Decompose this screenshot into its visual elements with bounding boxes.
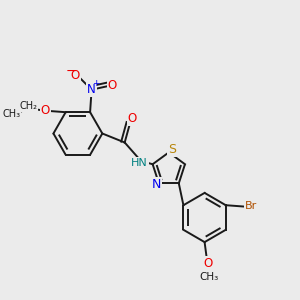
Text: Br: Br [245,201,257,211]
Text: O: O [41,104,50,117]
Text: N: N [87,83,96,96]
Text: HN: HN [131,158,148,168]
Text: CH₂: CH₂ [19,101,37,111]
Text: CH₃: CH₃ [2,109,20,119]
Text: O: O [203,257,213,270]
Text: O: O [128,112,137,125]
Text: O: O [107,79,117,92]
Text: −: − [65,65,76,78]
Text: S: S [168,143,176,156]
Text: N: N [152,178,161,191]
Text: CH₃: CH₃ [199,272,218,282]
Text: O: O [70,69,80,82]
Text: +: + [92,79,100,88]
